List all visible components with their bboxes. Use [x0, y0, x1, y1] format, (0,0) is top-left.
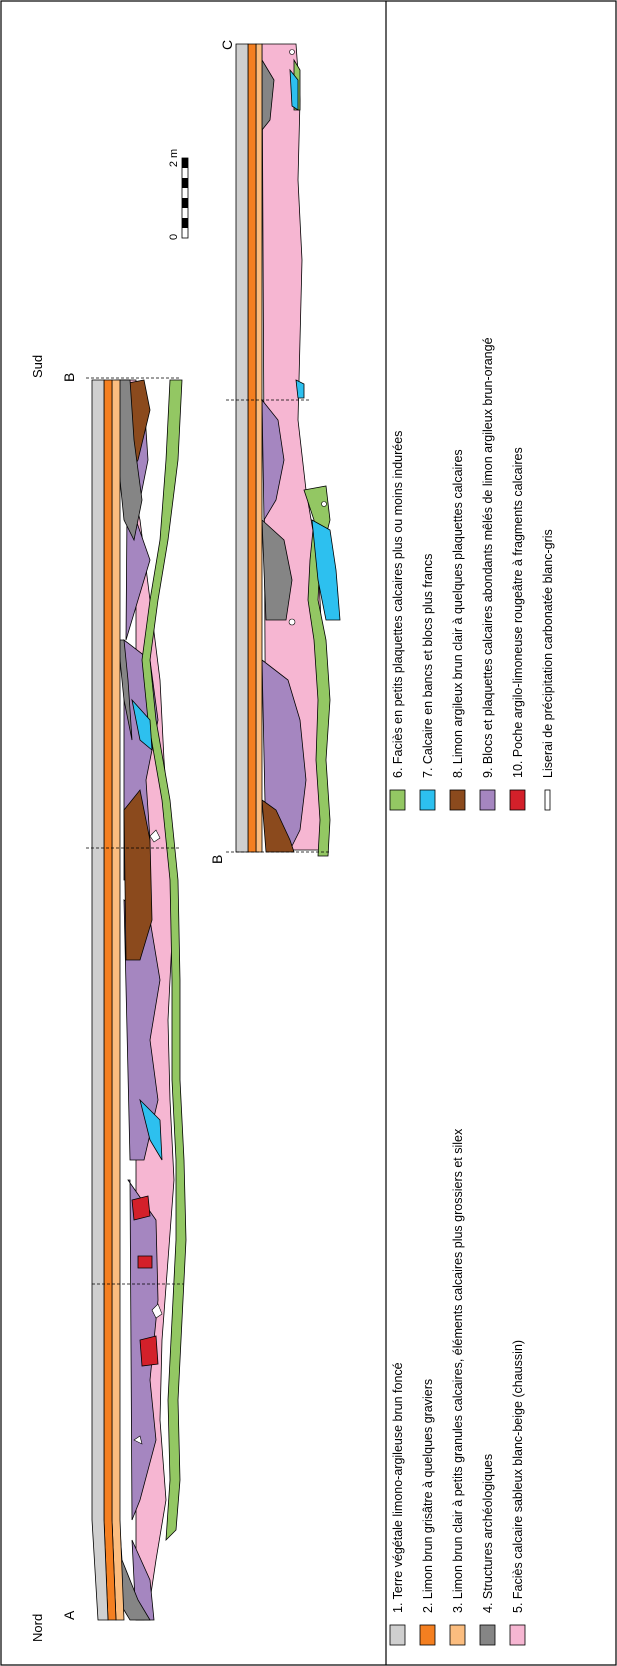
legend-entry: 1. Terre végétale limono-argileuse brun …: [389, 1362, 406, 1646]
scale-two-label: 2 m: [168, 149, 180, 167]
legend-label: 9. Blocs et plaquettes calcaires abondan…: [481, 337, 495, 778]
legend-label: 6. Faciès en petits plaquettes calcaires…: [391, 431, 405, 778]
legend-entry: 7. Calcaire en bancs et blocs plus franc…: [419, 554, 436, 811]
section-letter-b-bottom: B: [209, 855, 225, 864]
legend-swatch: [419, 1624, 436, 1646]
layer-10-poche-ab-1: [131, 1195, 151, 1221]
layer-9-blocs-bc-1: [261, 398, 285, 522]
legend-label: 3. Limon brun clair à petits granules ca…: [451, 1128, 465, 1613]
layer-7-calcaire-bc-2: [289, 68, 299, 111]
legend-label: 10. Poche argilo-limoneuse rougeâtre à f…: [511, 447, 525, 778]
legend-label: 1. Terre végétale limono-argileuse brun …: [391, 1362, 405, 1613]
section-a-b: [86, 377, 187, 1621]
layer-6-plaquettes-ab: [141, 379, 187, 1542]
legend-swatch: [389, 1624, 406, 1646]
calcareous-fragment-bc-3: [289, 49, 295, 55]
layer-3-limon-brun-clair-bc: [255, 43, 263, 853]
calcareous-fragment-ab-3: [133, 1435, 143, 1445]
legend-label: 8. Limon argileux brun clair à quelques …: [451, 449, 465, 778]
legend-swatch: [449, 1624, 466, 1646]
scale-bar: 0 2 m: [168, 149, 189, 240]
legend-swatch: [479, 789, 496, 811]
legend-entry: 5. Faciès calcaire sableux blanc-beige (…: [509, 1340, 526, 1646]
layer-9-blocs-ab-3: [123, 899, 161, 1161]
section-letter-a: A: [61, 1610, 77, 1620]
layer-10-poche-ab-3: [139, 1335, 159, 1367]
legend-entry: 9. Blocs et plaquettes calcaires abondan…: [479, 337, 496, 811]
legend-entry: 2. Limon brun grisâtre à quelques gravie…: [419, 1379, 436, 1646]
orientation-sud-label: Sud: [30, 355, 45, 378]
layer-4-structure-bc-1: [261, 519, 293, 621]
legend-entry: 10. Poche argilo-limoneuse rougeâtre à f…: [509, 447, 526, 811]
legend-swatch: [419, 789, 436, 811]
legend-label: 2. Limon brun grisâtre à quelques gravie…: [421, 1379, 435, 1613]
scale-bar-segment: [182, 178, 188, 188]
legend-label: 4. Structures archéologiques: [481, 1454, 495, 1613]
calcareous-fragment-bc-1: [288, 618, 296, 626]
legend: 1. Terre végétale limono-argileuse brun …: [389, 337, 555, 1646]
calcareous-fragment-ab-1: [149, 829, 161, 843]
legend-entry: 6. Faciès en petits plaquettes calcaires…: [389, 431, 406, 811]
section-letter-c: C: [219, 40, 235, 50]
calcareous-fragment-bc-2: [321, 501, 327, 507]
legend-swatch: [544, 789, 551, 811]
scale-zero-label: 0: [168, 234, 180, 240]
layer-8-limon-argileux-ab-2: [123, 789, 153, 961]
legend-swatch: [509, 1624, 526, 1646]
legend-entry: Liserai de précipitation carbonatée blan…: [541, 529, 555, 811]
scale-bar-segment: [182, 218, 188, 228]
layer-1-terre-vegetale-bc: [235, 43, 249, 853]
layer-3-limon-brun-clair-ab: [111, 379, 125, 1621]
scale-bar-segment: [182, 198, 188, 208]
legend-swatch: [389, 789, 406, 811]
legend-entry: 3. Limon brun clair à petits granules ca…: [449, 1128, 466, 1646]
section-b-c: [226, 43, 341, 857]
legend-label: Liserai de précipitation carbonatée blan…: [541, 529, 555, 778]
layer-7-calcaire-ab-2: [139, 1098, 163, 1161]
layer-4-structure-ab-2: [117, 639, 133, 741]
orientation-nord-label: Nord: [30, 1614, 45, 1642]
layer-1-terre-vegetale-ab: [91, 379, 109, 1621]
layer-7-calcaire-ab-1: [131, 698, 153, 751]
legend-swatch: [479, 1624, 496, 1646]
legend-swatch: [449, 789, 466, 811]
legend-swatch: [509, 789, 526, 811]
legend-label: 5. Faciès calcaire sableux blanc-beige (…: [511, 1340, 525, 1613]
legend-entry: 8. Limon argileux brun clair à quelques …: [449, 449, 466, 811]
layer-8-limon-argileux-bc: [261, 799, 295, 853]
legend-label: 7. Calcaire en bancs et blocs plus franc…: [421, 554, 435, 778]
scale-bar-segment: [182, 158, 188, 168]
section-letter-b-top: B: [61, 373, 77, 382]
layer-2-limon-grisatre-bc: [247, 43, 257, 853]
layer-10-poche-ab-2: [137, 1255, 153, 1269]
layer-7-calcaire-bc-3: [295, 379, 305, 399]
legend-entry: 4. Structures archéologiques: [479, 1454, 496, 1646]
calcareous-fragment-ab-2: [151, 1303, 163, 1319]
layer-7-calcaire-bc-1: [311, 519, 341, 621]
